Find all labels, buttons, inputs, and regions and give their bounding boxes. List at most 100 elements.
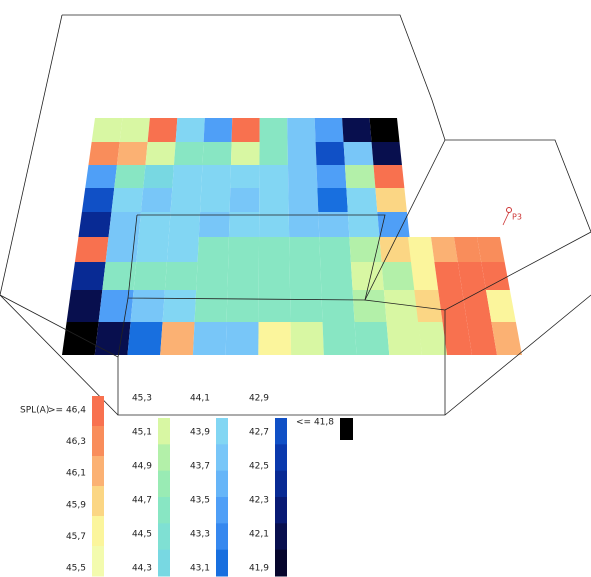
heat-cell (138, 212, 171, 237)
point-marker (506, 207, 512, 213)
heat-cell (141, 188, 173, 212)
heat-cell (287, 165, 318, 188)
heat-cell (259, 142, 288, 165)
legend-swatch (92, 486, 104, 517)
heat-cell (258, 290, 291, 322)
heat-cell (170, 188, 202, 212)
heat-cell (375, 188, 407, 212)
legend-label: 41,9 (249, 564, 269, 574)
legend-swatch (92, 516, 104, 547)
heat-cell (143, 165, 174, 188)
legend-swatch (158, 497, 170, 524)
heat-cell (202, 142, 232, 165)
heat-cell (98, 290, 134, 322)
heat-cell (66, 290, 103, 322)
wire (62, 14, 591, 233)
legend-swatch (158, 418, 170, 445)
heat-cell (491, 322, 522, 355)
heat-cell (198, 212, 230, 237)
heat-cell (258, 237, 290, 262)
heat-cell (226, 290, 259, 322)
heat-cell (102, 262, 137, 290)
legend-label: 43,9 (190, 428, 210, 438)
heat-cell (288, 212, 320, 237)
heat-cell (315, 142, 345, 165)
legend-label: 42,7 (249, 428, 269, 438)
heat-cell (466, 322, 497, 355)
heat-cell (94, 322, 131, 355)
legend-label: 44,9 (132, 462, 152, 472)
heat-cell (200, 188, 231, 212)
heat-cell (173, 142, 204, 165)
heat-cell (454, 237, 482, 262)
heat-cell (316, 165, 347, 188)
heat-cell (485, 290, 516, 322)
legend-label: <= 41,8 (296, 418, 334, 428)
heat-cell (354, 322, 390, 355)
heat-cell (88, 142, 120, 165)
legend-label: 45,5 (66, 564, 86, 574)
heat-cell (349, 237, 382, 262)
heat-cell (230, 142, 260, 165)
heat-cell (381, 262, 416, 290)
legend-label: >= 46,4 (48, 406, 86, 416)
legend-swatch (275, 497, 287, 524)
heat-cell (289, 237, 321, 262)
heatmap (62, 118, 522, 355)
room-wireframe (0, 14, 591, 416)
legend-label: 42,3 (249, 496, 269, 506)
heat-cell (225, 322, 259, 355)
heat-cell (74, 237, 109, 262)
wire (0, 294, 119, 416)
heat-cell (227, 262, 259, 290)
legend-label: 43,7 (190, 462, 210, 472)
heat-cell (108, 212, 142, 237)
heat-cell (62, 322, 99, 355)
heat-cell (431, 237, 458, 262)
heat-cell (196, 262, 229, 290)
heat-cell (229, 188, 260, 212)
heat-cell (320, 262, 353, 290)
heat-cell (197, 237, 229, 262)
heat-cell (369, 118, 400, 142)
legend-label: 42,5 (249, 462, 269, 472)
legend-label: 44,7 (132, 496, 152, 506)
heat-cell (228, 212, 260, 237)
heat-cell (166, 237, 199, 262)
legend-swatch (92, 546, 104, 577)
heat-cell (290, 290, 323, 322)
legend-swatch (216, 418, 228, 445)
heat-cell (287, 118, 316, 142)
heat-cell (136, 237, 169, 262)
legend-swatch (340, 418, 353, 440)
heat-cell (288, 188, 319, 212)
legend-swatch (158, 444, 170, 472)
heat-cell (145, 142, 176, 165)
legend-label: 45,7 (66, 532, 86, 542)
legend-title: SPL(A) (20, 406, 49, 416)
heat-cell (434, 262, 463, 290)
legend-label: 44,3 (132, 564, 152, 574)
heat-cell (127, 322, 163, 355)
heat-cell (194, 290, 228, 322)
legend-swatch (216, 549, 228, 577)
heat-cell (201, 165, 231, 188)
heat-cell (116, 142, 148, 165)
legend-label: 44,1 (190, 394, 210, 404)
legend-label: 46,1 (66, 469, 86, 479)
heat-cell (160, 322, 195, 355)
heat-cell (347, 212, 380, 237)
wire (127, 214, 386, 301)
legend-swatch (158, 523, 170, 551)
heat-cell (133, 262, 167, 290)
heat-cell (168, 212, 201, 237)
heat-cell (317, 188, 348, 212)
legend-swatch (275, 418, 287, 445)
heat-cell (130, 290, 165, 322)
heat-cell (343, 142, 374, 165)
legend-swatch (92, 456, 104, 487)
legend-label: 43,3 (190, 530, 210, 540)
legend-swatch (275, 444, 287, 472)
heat-cell (342, 118, 372, 142)
